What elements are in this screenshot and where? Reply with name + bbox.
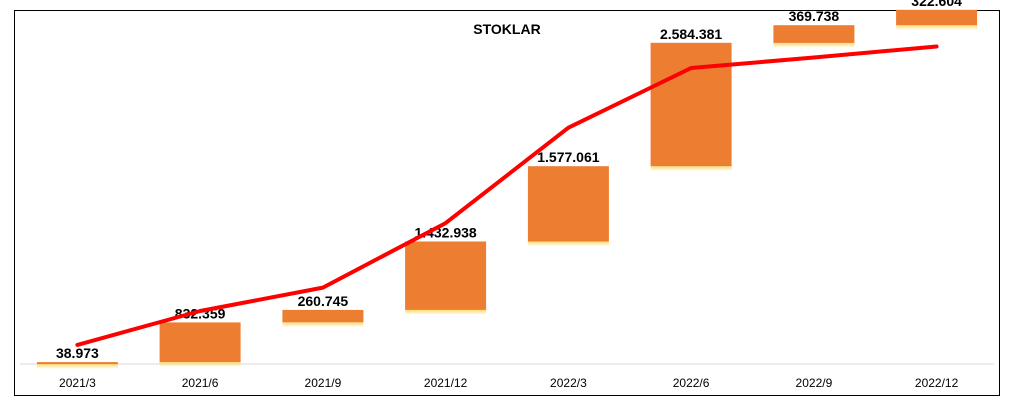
waterfall-bar-2022-3 xyxy=(527,166,609,242)
x-tick-label: 2021/9 xyxy=(305,376,342,390)
line-layer xyxy=(75,44,939,347)
bar-glow xyxy=(36,364,118,370)
x-tick-label: 2022/9 xyxy=(796,376,833,390)
x-tick-label: 2021/3 xyxy=(59,376,96,390)
bar-glow xyxy=(527,241,609,247)
bar-glow xyxy=(159,362,241,368)
bar-glow xyxy=(896,25,978,31)
data-label: 369.738 xyxy=(789,8,840,24)
bars-layer xyxy=(36,9,978,370)
x-tick-label: 2021/12 xyxy=(424,376,468,390)
x-tick-label: 2021/6 xyxy=(182,376,219,390)
chart-title: STOKLAR xyxy=(473,21,540,37)
x-tick-label: 2022/12 xyxy=(915,376,959,390)
bar-glow xyxy=(282,322,364,328)
waterfall-bar-2021-3 xyxy=(36,362,118,365)
data-label: 2.584.381 xyxy=(660,26,722,42)
data-label: 322.604 xyxy=(911,0,962,9)
waterfall-bar-2022-9 xyxy=(773,25,855,43)
data-label: 260.745 xyxy=(298,293,349,309)
waterfall-bar-2021-9 xyxy=(282,309,364,323)
x-tick-label: 2022/3 xyxy=(550,376,587,390)
waterfall-bar-2022-12 xyxy=(896,9,978,26)
x-axis-ticks: 2021/3 2021/6 2021/9 2021/12 2022/3 2022/6 202… xyxy=(59,376,959,390)
data-labels-layer: 38.973832.359260.7451.432.9381.577.0612.… xyxy=(56,0,962,361)
waterfall-bar-2021-6 xyxy=(159,322,241,363)
data-label: 38.973 xyxy=(56,345,99,361)
data-label: 1.577.061 xyxy=(537,149,599,165)
cumulative-line xyxy=(75,44,939,347)
waterfall-bar-2022-6 xyxy=(650,42,732,167)
bar-glow xyxy=(405,309,487,315)
bar-glow xyxy=(773,42,855,48)
data-label: 1.432.938 xyxy=(414,225,476,241)
bar-glow xyxy=(650,166,732,172)
x-tick-label: 2022/6 xyxy=(673,376,710,390)
waterfall-bar-2021-12 xyxy=(405,241,487,310)
